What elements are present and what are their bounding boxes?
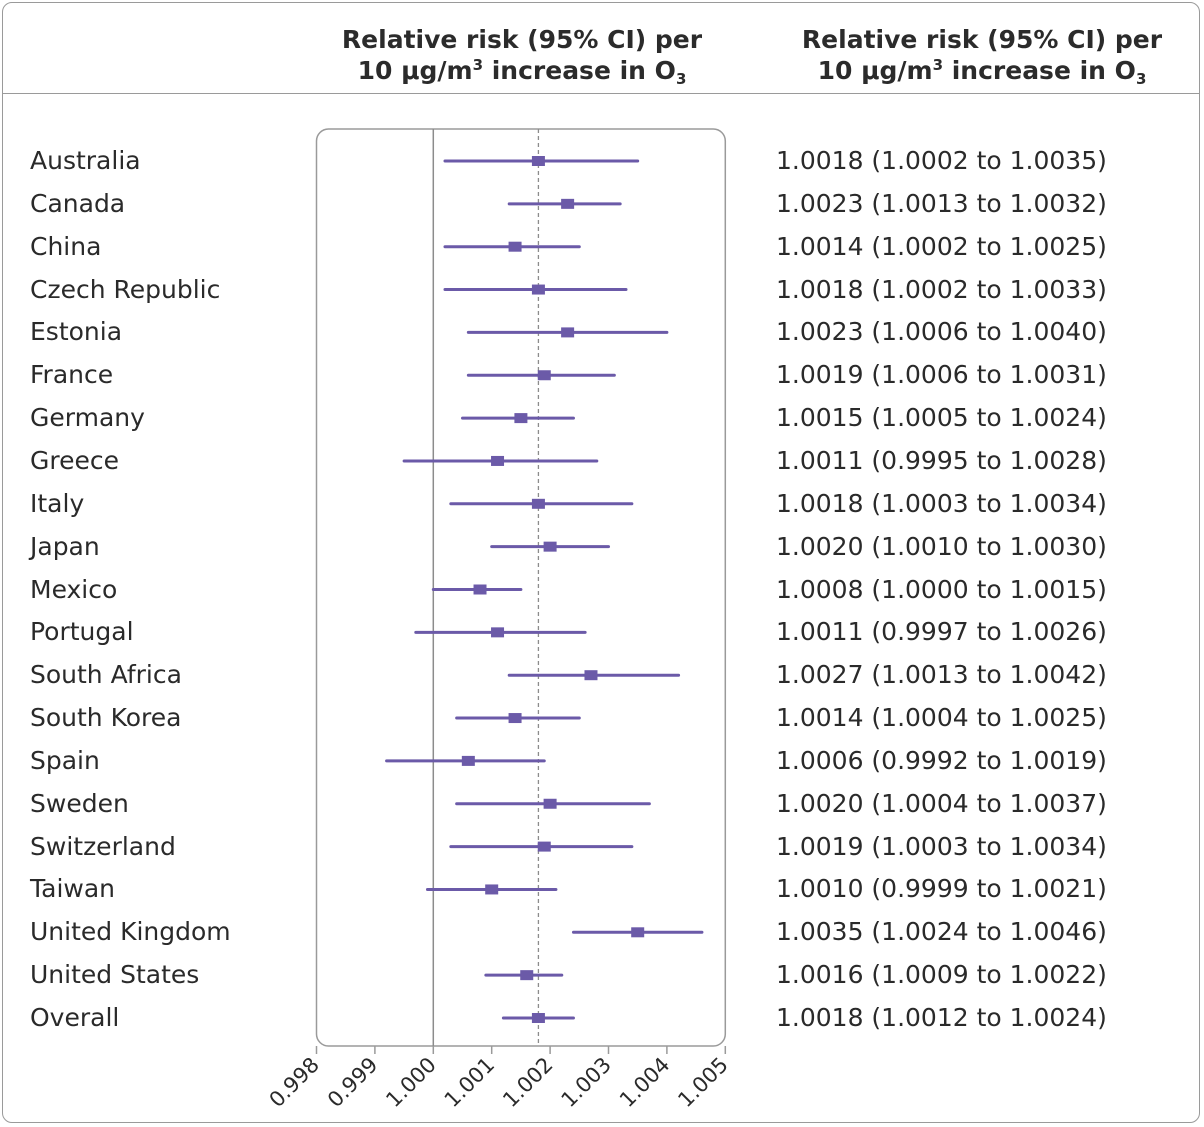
row-value: 1.0016 (1.0009 to 1.0022) xyxy=(776,960,1107,990)
row-label: Czech Republic xyxy=(30,274,221,304)
point-estimate-marker xyxy=(543,541,557,552)
row-label: United Kingdom xyxy=(30,917,231,947)
point-estimate-marker xyxy=(543,798,557,809)
x-tick-label: 1.000 xyxy=(381,1053,440,1112)
row-value: 1.0018 (1.0012 to 1.0024) xyxy=(776,1003,1107,1032)
row-value: 1.0023 (1.0006 to 1.0040) xyxy=(776,317,1107,347)
x-tick-label: 0.999 xyxy=(323,1053,382,1112)
x-tick-label: 0.998 xyxy=(265,1053,324,1112)
row-label: China xyxy=(30,231,102,261)
point-estimate-marker xyxy=(531,156,545,166)
row-value: 1.0011 (0.9995 to 1.0028) xyxy=(776,445,1107,475)
row-label: Estonia xyxy=(30,317,123,347)
row-label: Spain xyxy=(30,745,100,775)
row-label: Japan xyxy=(30,531,100,561)
row-value: 1.0020 (1.0010 to 1.0030) xyxy=(776,531,1107,561)
point-estimate-marker xyxy=(537,370,551,381)
row-value: 1.0020 (1.0004 to 1.0037) xyxy=(776,788,1107,818)
point-estimate-marker xyxy=(537,841,551,852)
row-label: Sweden xyxy=(30,788,129,818)
value-header-line1: Relative risk (95% CI) per xyxy=(801,25,1163,54)
point-estimate-marker xyxy=(485,884,499,895)
row-value: 1.0011 (0.9997 to 1.0026) xyxy=(776,617,1107,647)
row-label: Australia xyxy=(30,146,141,175)
row-value: 1.0019 (1.0003 to 1.0034) xyxy=(776,831,1107,861)
x-tick-label: 1.002 xyxy=(498,1053,557,1112)
row-label: Taiwan xyxy=(30,874,116,904)
point-estimate-marker xyxy=(531,498,545,509)
row-label: Mexico xyxy=(30,574,118,604)
point-estimate-marker xyxy=(514,413,528,424)
point-estimate-marker xyxy=(491,627,505,638)
row-value: 1.0019 (1.0006 to 1.0031) xyxy=(776,360,1107,390)
row-label: South Korea xyxy=(30,703,182,733)
row-label: Overall xyxy=(30,1003,120,1032)
row-label: Switzerland xyxy=(30,831,176,861)
point-estimate-marker xyxy=(584,670,598,681)
value-header-line2: 10 μg/m3 increase in O3 xyxy=(817,56,1147,88)
row-value: 1.0023 (1.0013 to 1.0032) xyxy=(776,188,1107,218)
point-estimate-marker xyxy=(561,198,575,209)
row-value: 1.0027 (1.0013 to 1.0042) xyxy=(776,660,1107,690)
point-estimate-marker xyxy=(508,241,522,252)
x-tick-label: 1.003 xyxy=(557,1053,616,1112)
value-column-header: Relative risk (95% CI) per 10 μg/m3 incr… xyxy=(766,24,1198,88)
plot-panel xyxy=(315,128,727,1047)
point-estimate-marker xyxy=(631,927,645,938)
x-tick-label: 1.001 xyxy=(440,1053,499,1112)
point-estimate-marker xyxy=(520,970,534,981)
row-label: United States xyxy=(30,960,200,990)
row-value: 1.0035 (1.0024 to 1.0046) xyxy=(776,917,1107,947)
point-estimate-marker xyxy=(461,755,475,766)
point-estimate-marker xyxy=(473,584,487,595)
row-value: 1.0008 (1.0000 to 1.0015) xyxy=(776,574,1107,604)
header-divider xyxy=(3,93,1200,94)
row-value: 1.0014 (1.0002 to 1.0025) xyxy=(776,231,1107,261)
row-label: Portugal xyxy=(30,617,134,647)
point-estimate-marker xyxy=(508,713,522,724)
row-value: 1.0014 (1.0004 to 1.0025) xyxy=(776,703,1107,733)
row-label: South Africa xyxy=(30,660,182,690)
row-label: Italy xyxy=(30,488,85,518)
plot-header-line2: 10 μg/m3 increase in O3 xyxy=(357,56,687,88)
point-estimate-marker xyxy=(491,455,505,466)
x-tick-label: 1.004 xyxy=(615,1053,674,1112)
row-value: 1.0015 (1.0005 to 1.0024) xyxy=(776,403,1107,433)
point-estimate-marker xyxy=(561,327,575,338)
point-estimate-marker xyxy=(531,1013,545,1023)
row-label: France xyxy=(30,360,114,390)
row-value: 1.0018 (1.0002 to 1.0033) xyxy=(776,274,1107,304)
x-tick-label: 1.005 xyxy=(673,1053,732,1112)
row-value: 1.0010 (0.9999 to 1.0021) xyxy=(776,874,1107,904)
row-label: Germany xyxy=(30,403,145,433)
row-value: 1.0006 (0.9992 to 1.0019) xyxy=(776,745,1107,775)
plot-header-line1: Relative risk (95% CI) per xyxy=(341,25,703,54)
row-label: Greece xyxy=(30,445,119,475)
row-value: 1.0018 (1.0002 to 1.0035) xyxy=(776,146,1107,175)
row-label: Canada xyxy=(30,188,126,218)
point-estimate-marker xyxy=(531,284,545,295)
plot-column-header: Relative risk (95% CI) per 10 μg/m3 incr… xyxy=(308,24,736,88)
row-value: 1.0018 (1.0003 to 1.0034) xyxy=(776,488,1107,518)
